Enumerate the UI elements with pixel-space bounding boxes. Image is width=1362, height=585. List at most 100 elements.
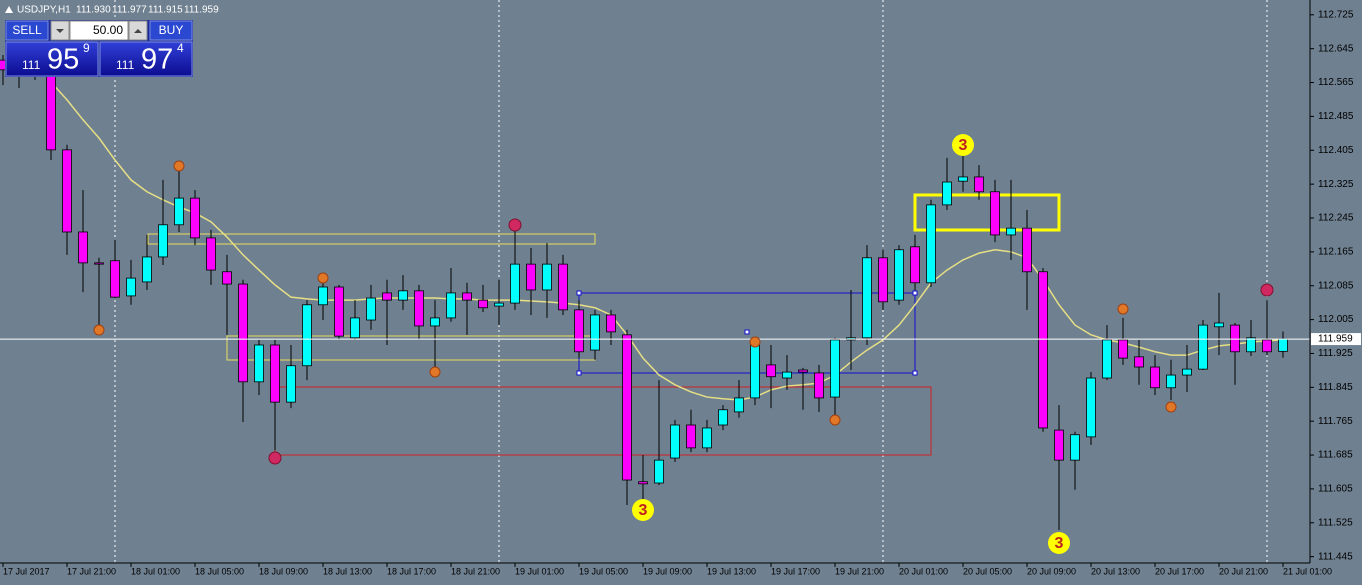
candle-body — [1262, 339, 1272, 353]
current-price-box — [1311, 333, 1361, 346]
candle-body — [350, 317, 360, 339]
candle-body — [1102, 339, 1112, 379]
handle[interactable] — [744, 329, 750, 335]
candle-body — [1006, 227, 1016, 236]
wave-label: 3 — [639, 502, 648, 519]
x-tick-label: 18 Jul 21:00 — [451, 566, 500, 576]
y-tick-label: 112.725 — [1318, 9, 1354, 20]
x-tick-label: 19 Jul 09:00 — [643, 566, 692, 576]
candle-body — [1054, 429, 1064, 461]
candle-body — [46, 74, 56, 151]
y-tick-label: 112.085 — [1318, 280, 1354, 291]
zone-rect[interactable] — [147, 233, 596, 245]
candle-body — [638, 481, 648, 485]
candle-body — [158, 224, 168, 258]
candle-body — [510, 263, 520, 304]
candle-body — [1070, 434, 1080, 461]
candle-body — [286, 365, 296, 403]
candle-body — [830, 339, 840, 398]
trade-panel: SELL 50.00 BUY 111 95 9 111 97 4 — [5, 20, 193, 77]
candle-body — [750, 344, 760, 399]
zone-rect[interactable] — [913, 193, 1061, 232]
x-tick-label: 20 Jul 17:00 — [1155, 566, 1204, 576]
candle-body — [1230, 324, 1240, 353]
candle-body — [670, 424, 680, 459]
candle-body — [174, 197, 184, 226]
quote-open: 111.930 — [76, 5, 111, 16]
bid-pips: 95 — [47, 44, 79, 76]
candle-body — [958, 176, 968, 182]
handle[interactable] — [912, 370, 918, 376]
candle-body — [1278, 338, 1288, 352]
fractal-marker — [173, 160, 185, 172]
candle-body — [1246, 337, 1256, 353]
fractal-marker — [93, 324, 105, 336]
moving-average — [50, 81, 1284, 401]
wave-badge — [952, 134, 974, 156]
y-tick-label: 111.765 — [1318, 416, 1353, 427]
x-tick-label: 19 Jul 13:00 — [707, 566, 756, 576]
x-tick-label: 20 Jul 09:00 — [1027, 566, 1076, 576]
candle-body — [190, 197, 200, 239]
candle-body — [1166, 374, 1176, 389]
x-tick-label: 19 Jul 17:00 — [771, 566, 820, 576]
buy-label: BUY — [159, 23, 184, 37]
bid-box[interactable] — [5, 41, 99, 77]
candle-body — [718, 409, 728, 426]
pivot-markers — [268, 218, 1274, 465]
wave-badge — [1048, 532, 1070, 554]
y-tick-label: 112.485 — [1318, 111, 1354, 122]
candle-body — [878, 257, 888, 303]
x-tick-label: 20 Jul 01:00 — [899, 566, 948, 576]
bid-fraction: 9 — [83, 41, 90, 55]
handle[interactable] — [912, 290, 918, 296]
y-tick-label: 112.645 — [1318, 43, 1354, 54]
candle-body — [78, 231, 88, 264]
markers: 3 3 3 — [93, 134, 1274, 554]
candle-body — [334, 286, 344, 337]
candle-body — [926, 204, 936, 284]
candle-body — [894, 249, 904, 301]
fractal-marker — [829, 414, 841, 426]
candle-body — [110, 260, 120, 298]
lot-value: 50.00 — [93, 23, 123, 37]
current-price-label: 111.959 — [1318, 334, 1353, 345]
lot-input[interactable] — [69, 20, 129, 41]
pivot-marker — [1260, 283, 1274, 297]
handle[interactable] — [576, 290, 582, 296]
candle-body — [782, 371, 792, 379]
x-tick-label: 20 Jul 21:00 — [1219, 566, 1268, 576]
fractal-marker — [1165, 401, 1177, 413]
candle-body — [366, 297, 376, 321]
fractal-marker — [429, 366, 441, 378]
candle-body — [558, 263, 568, 311]
y-tick-label: 111.605 — [1318, 484, 1353, 495]
candle-body — [238, 283, 248, 383]
ask-box[interactable] — [99, 41, 193, 77]
bid-big-figure: 111 — [22, 58, 41, 72]
fractal-marker — [749, 336, 761, 348]
candle-body — [1214, 322, 1224, 328]
candle-body — [702, 427, 712, 449]
candle-body — [974, 176, 984, 193]
quote-low: 111.915 — [148, 5, 183, 16]
y-tick-label: 112.405 — [1318, 145, 1354, 156]
sell-button[interactable] — [5, 20, 49, 41]
candle-body — [1182, 368, 1192, 376]
pivot-marker — [268, 451, 282, 465]
candle-body — [1038, 271, 1048, 429]
buy-button[interactable] — [149, 20, 193, 41]
candle-body — [590, 314, 600, 351]
x-tick-label: 19 Jul 01:00 — [515, 566, 564, 576]
x-tick-label: 21 Jul 01:00 — [1283, 566, 1332, 576]
y-tick-label: 111.925 — [1318, 348, 1353, 359]
arrow-down — [56, 29, 64, 33]
candle-body — [1086, 377, 1096, 438]
handle[interactable] — [576, 370, 582, 376]
candle-body — [430, 317, 440, 327]
y-tick-label: 111.685 — [1318, 450, 1353, 461]
ask-pips: 97 — [141, 44, 173, 76]
